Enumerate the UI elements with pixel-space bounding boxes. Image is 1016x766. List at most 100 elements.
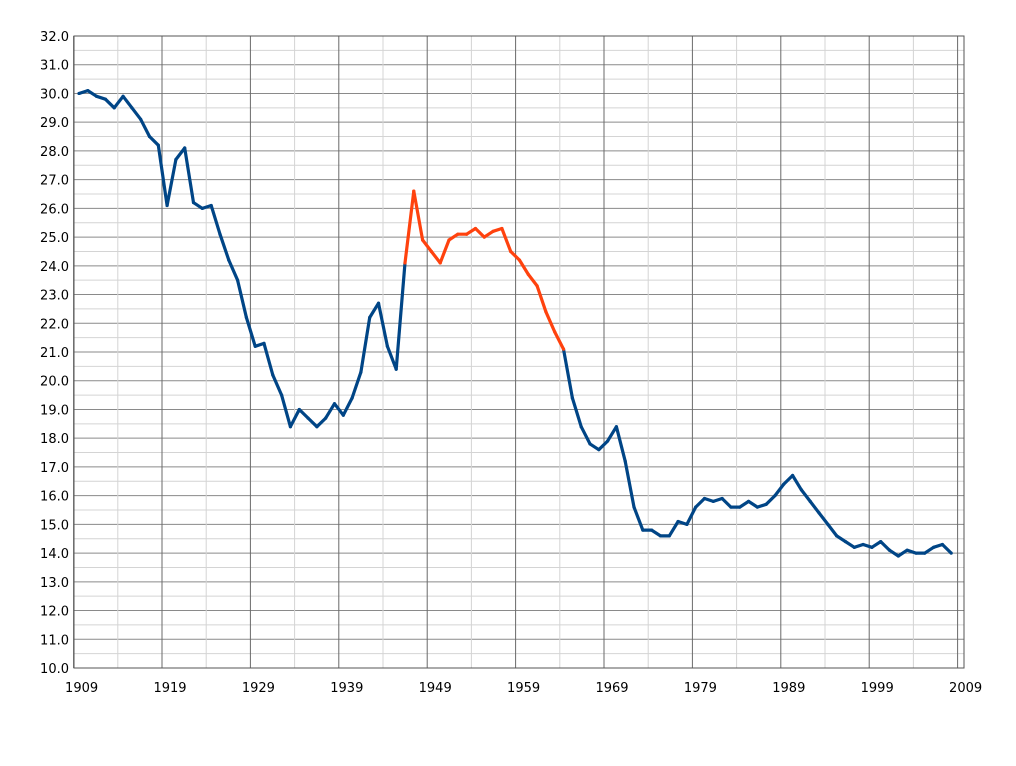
data-point: [315, 425, 319, 429]
data-point: [746, 499, 751, 503]
data-point: [685, 522, 689, 526]
series-line-pre-boom: [78, 88, 407, 429]
data-point: [553, 330, 557, 334]
data-point: [773, 494, 777, 498]
data-point: [95, 94, 99, 98]
y-tick-label: 13.0: [40, 576, 69, 591]
data-point: [86, 88, 90, 93]
y-tick-label: 20.0: [40, 375, 69, 390]
data-point: [288, 425, 293, 429]
data-point: [641, 528, 645, 532]
data-point: [914, 551, 918, 555]
data-point: [112, 106, 116, 110]
data-point: [491, 229, 495, 233]
y-tick-label: 30.0: [40, 87, 69, 102]
data-point: [350, 396, 354, 400]
data-point: [465, 232, 469, 236]
data-point: [782, 482, 786, 486]
data-point: [438, 261, 442, 265]
data-point: [183, 146, 187, 150]
data-point: [905, 548, 909, 552]
data-point: [77, 91, 81, 96]
data-point: [147, 134, 152, 139]
data-point: [341, 413, 345, 417]
x-tick-label: 1969: [595, 681, 628, 696]
data-point: [306, 416, 310, 420]
x-tick-label: 1929: [242, 681, 275, 696]
y-tick-label: 25.0: [40, 231, 69, 246]
data-point: [121, 94, 125, 98]
data-point: [174, 157, 178, 162]
x-tick-label: 1949: [419, 681, 452, 696]
data-point: [826, 522, 830, 526]
data-point: [835, 534, 839, 538]
y-tick-label: 29.0: [40, 116, 69, 131]
data-point: [606, 439, 610, 443]
data-point: [597, 448, 601, 452]
data-point: [394, 367, 398, 371]
data-point: [694, 505, 698, 509]
data-point: [658, 534, 663, 538]
y-tick-label: 26.0: [40, 202, 69, 217]
data-point: [509, 249, 513, 254]
data-point: [711, 499, 715, 503]
data-point: [702, 496, 707, 501]
y-tick-label: 23.0: [40, 289, 69, 304]
data-point: [791, 473, 795, 478]
data-point: [623, 459, 627, 463]
data-point: [852, 545, 856, 549]
data-point: [218, 232, 222, 236]
data-point: [887, 548, 892, 552]
data-point: [262, 341, 266, 345]
data-point: [870, 545, 874, 549]
data-point: [526, 272, 530, 277]
data-point: [579, 425, 583, 429]
data-point: [676, 519, 680, 524]
y-tick-label: 27.0: [40, 174, 69, 189]
data-point: [235, 278, 240, 282]
x-tick-label: 1909: [65, 681, 98, 696]
y-tick-label: 24.0: [40, 260, 69, 275]
y-tick-label: 22.0: [40, 317, 69, 332]
data-point: [755, 505, 759, 509]
data-point: [808, 499, 812, 503]
data-point: [420, 238, 425, 242]
y-tick-label: 17.0: [40, 461, 69, 476]
data-point: [949, 551, 953, 555]
data-point: [570, 396, 574, 400]
data-point: [940, 542, 944, 547]
data-point: [931, 545, 936, 549]
data-point: [200, 206, 204, 210]
plot-area-border: [73, 35, 965, 669]
data-point: [244, 315, 248, 320]
data-point: [332, 402, 337, 406]
data-point: [500, 226, 504, 231]
x-tick-label: 1999: [861, 681, 894, 696]
data-point: [412, 189, 416, 193]
data-point: [614, 425, 619, 429]
data-point: [588, 442, 592, 446]
data-point: [729, 505, 733, 509]
data-point: [667, 534, 671, 538]
y-tick-label: 32.0: [40, 30, 69, 45]
x-tick-label: 1979: [684, 681, 717, 696]
data-point: [376, 301, 381, 305]
data-point: [165, 203, 169, 208]
data-point: [447, 238, 451, 242]
data-point: [720, 496, 724, 501]
x-tick-label: 1959: [507, 681, 540, 696]
series-line-highlight: [403, 189, 565, 350]
data-point: [473, 226, 478, 231]
data-point: [103, 97, 108, 101]
data-point: [403, 261, 407, 265]
data-point: [271, 373, 275, 377]
data-point: [227, 258, 231, 262]
data-point: [764, 502, 768, 506]
data-point: [253, 344, 257, 348]
data-point: [130, 106, 134, 110]
y-tick-label: 21.0: [40, 346, 69, 361]
data-point: [429, 249, 433, 254]
data-point: [280, 393, 284, 397]
